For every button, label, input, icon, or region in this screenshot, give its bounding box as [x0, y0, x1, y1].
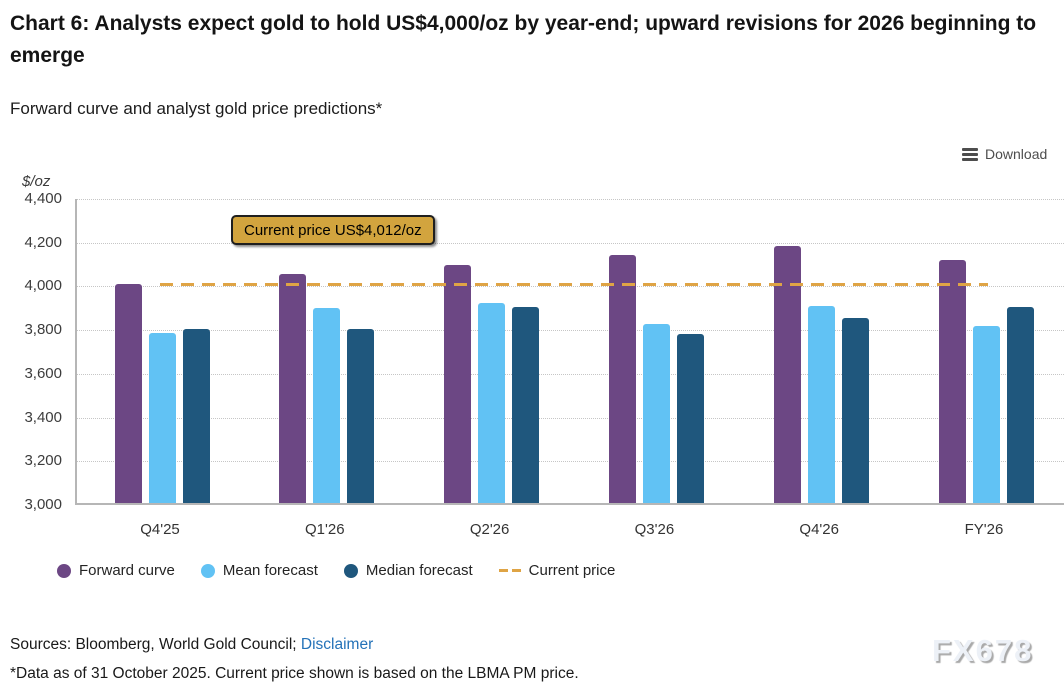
legend-label: Mean forecast — [222, 562, 318, 579]
plot-area — [75, 199, 1064, 505]
legend-label: Median forecast — [365, 562, 473, 579]
bar-median-forecast-fy-26[interactable] — [1006, 307, 1034, 503]
current-price-line — [160, 282, 988, 286]
bar-mean-forecast-q2-26[interactable] — [478, 303, 506, 503]
legend-circle-swatch — [343, 563, 358, 578]
legend-item-current-price[interactable]: Current price — [498, 562, 616, 579]
bar-forward-curve-q3-26[interactable] — [608, 254, 636, 503]
legend-label: Forward curve — [79, 562, 175, 579]
y-axis-tick-label: 4,400 — [24, 190, 62, 207]
bar-median-forecast-q4-26[interactable] — [841, 318, 869, 503]
y-axis-unit-label: $/oz — [22, 173, 51, 190]
x-axis-label: Q2'26 — [469, 521, 510, 538]
legend-label: Current price — [528, 562, 616, 579]
chart-subtitle: Forward curve and analyst gold price pre… — [10, 99, 383, 118]
x-axis-label: FY'26 — [964, 521, 1004, 538]
bar-median-forecast-q1-26[interactable] — [347, 329, 375, 503]
gridline — [77, 242, 1064, 244]
bar-mean-forecast-q3-26[interactable] — [642, 323, 670, 503]
bar-median-forecast-q4-25[interactable] — [182, 329, 210, 503]
gridline — [77, 199, 1064, 200]
legend-circle-swatch — [57, 563, 71, 578]
bar-median-forecast-q3-26[interactable] — [676, 333, 704, 503]
y-axis-tick-label: 3,400 — [24, 408, 62, 426]
y-axis-tick-label: 3,800 — [24, 321, 62, 339]
download-button[interactable]: Download — [962, 146, 1047, 162]
y-axis-tick-label: 4,000 — [24, 277, 62, 295]
x-axis-label: Q1'26 — [305, 521, 345, 538]
y-axis-tick-label: 3,200 — [24, 452, 62, 470]
chart-legend: Forward curve Mean forecast Median forecas… — [57, 562, 615, 579]
page-title: Chart 6: Analysts expect gold to hold US… — [10, 12, 1037, 67]
gridline — [77, 373, 1064, 375]
bar-mean-forecast-q4-25[interactable] — [148, 332, 176, 503]
bar-forward-curve-q1-26[interactable] — [279, 273, 307, 503]
y-axis-tick-label: 3,000 — [24, 496, 62, 513]
legend-item-mean-forecast[interactable]: Mean forecast — [200, 562, 318, 579]
bar-median-forecast-q2-26[interactable] — [512, 307, 540, 503]
y-axis-tick-label: 4,200 — [24, 233, 62, 251]
bar-forward-curve-fy-26[interactable] — [938, 260, 966, 503]
gridline — [77, 417, 1064, 419]
download-menu-icon — [962, 147, 978, 161]
y-axis-tick-label: 3,600 — [24, 364, 62, 382]
bar-mean-forecast-fy-26[interactable] — [972, 325, 1000, 503]
x-axis-label: Q4'25 — [140, 521, 180, 538]
watermark-fx678: FX678 — [932, 633, 1034, 668]
gridline — [77, 286, 1064, 288]
legend-dash-swatch — [498, 569, 521, 572]
legend-circle-swatch — [200, 563, 215, 578]
bar-forward-curve-q4-25[interactable] — [114, 284, 142, 503]
bar-mean-forecast-q4-26[interactable] — [807, 306, 835, 503]
bar-forward-curve-q4-26[interactable] — [773, 246, 801, 503]
disclaimer-link[interactable]: Disclaimer — [300, 636, 374, 653]
legend-item-forward-curve[interactable]: Forward curve — [57, 562, 175, 579]
x-axis-label: Q3'26 — [634, 521, 675, 538]
bar-forward-curve-q2-26[interactable] — [444, 264, 472, 503]
gridline — [77, 330, 1064, 332]
sources-text: Sources: Bloomberg, World Gold Council; — [10, 636, 301, 653]
footnote: *Data as of 31 October 2025. Current pri… — [10, 665, 579, 682]
x-axis-label: Q4'26 — [799, 521, 839, 538]
gridline — [77, 461, 1064, 463]
legend-item-median-forecast[interactable]: Median forecast — [343, 562, 473, 579]
bar-mean-forecast-q1-26[interactable] — [313, 308, 341, 503]
sources-line: Sources: Bloomberg, World Gold Council; … — [10, 636, 373, 654]
current-price-annotation: Current price US$4,012/oz — [231, 215, 435, 245]
download-label: Download — [985, 146, 1048, 162]
